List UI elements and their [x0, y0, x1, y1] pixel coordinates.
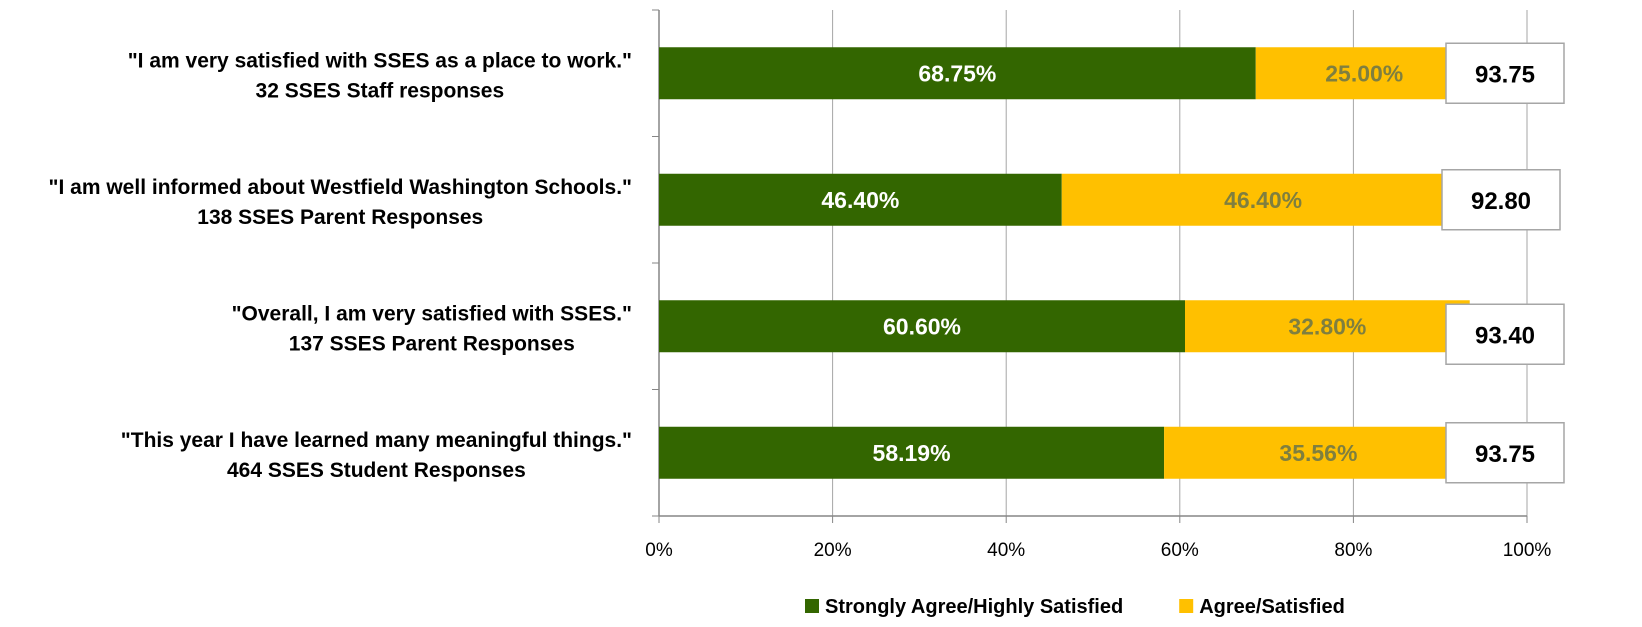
x-tick-label: 80%: [1334, 540, 1372, 561]
category-label-line1: "I am very satisfied with SSES as a plac…: [128, 49, 632, 72]
legend-swatch: [805, 599, 819, 613]
bars: 68.75% 25.00% 93.75 46.40% 46.40% 92.80 60.60%…: [659, 42, 1565, 484]
bar-data-label: 58.19%: [873, 440, 951, 466]
bar-data-label: 60.60%: [883, 313, 961, 339]
total-box: [1445, 422, 1565, 484]
legend-swatch: [1179, 599, 1194, 613]
bar-data-label: 46.40%: [1224, 187, 1302, 213]
bar-segment-agree: [1061, 173, 1465, 226]
bar-data-label: 32.80%: [1288, 313, 1366, 339]
x-tick-label: 0%: [645, 540, 673, 561]
x-tick-label: 60%: [1161, 540, 1199, 561]
bar-segment-agree: [1164, 426, 1473, 479]
category-label-line1: "I am well informed about Westfield Wash…: [49, 176, 632, 199]
x-tick-label: 40%: [987, 540, 1025, 561]
legend: Strongly Agree/Highly Satisfied Agree/Sat…: [805, 596, 1345, 618]
legend-label: Strongly Agree/Highly Satisfied: [825, 596, 1123, 618]
bar-data-label: 46.40%: [821, 187, 899, 213]
x-tick-label: 20%: [814, 540, 852, 561]
bar-segment-strongly-agree: [659, 426, 1165, 479]
category-labels: "I am very satisfied with SSES as a plac…: [49, 49, 632, 482]
bar-data-label: 68.75%: [918, 60, 996, 86]
bar-segment-strongly-agree: [659, 300, 1186, 353]
total-box: [1445, 42, 1565, 104]
category-label-line1: "Overall, I am very satisfied with SSES.…: [232, 302, 632, 325]
bar-segment-agree: [1255, 47, 1473, 100]
bar-segment-strongly-agree: [659, 173, 1062, 226]
total-label: 93.40: [1475, 322, 1535, 349]
total-label: 93.75: [1475, 61, 1535, 88]
legend-label: Agree/Satisfied: [1199, 596, 1345, 618]
bar-segment-strongly-agree: [659, 47, 1256, 100]
total-box: [1445, 303, 1565, 365]
x-tick-label: 100%: [1503, 540, 1552, 561]
category-label-line2: 32 SSES Staff responses: [256, 79, 505, 102]
bar-data-label: 35.56%: [1279, 440, 1357, 466]
category-label-line1: "This year I have learned many meaningfu…: [121, 429, 632, 452]
bar-data-label: 25.00%: [1325, 60, 1403, 86]
category-label-line2: 464 SSES Student Responses: [227, 459, 526, 482]
bar-segment-agree: [1185, 300, 1470, 353]
category-label-line2: 137 SSES Parent Responses: [289, 332, 575, 355]
total-box: [1441, 169, 1561, 231]
total-label: 92.80: [1471, 188, 1531, 215]
total-label: 93.75: [1475, 441, 1535, 468]
category-label-line2: 138 SSES Parent Responses: [197, 206, 483, 229]
